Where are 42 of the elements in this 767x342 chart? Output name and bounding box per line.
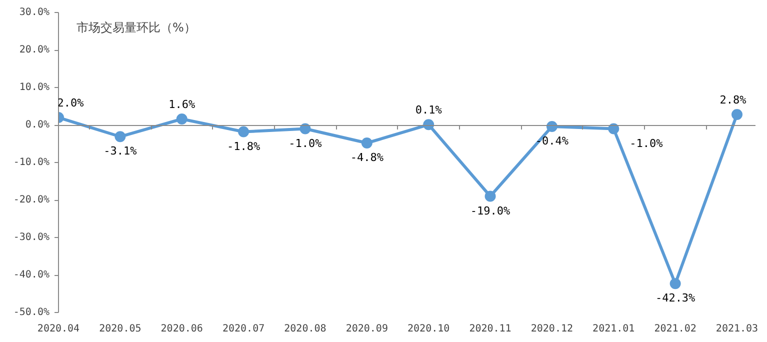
point <box>731 109 742 120</box>
point <box>238 126 250 138</box>
x-tick-label: 2020.09 <box>346 324 388 334</box>
y-tick-label: 30.0% <box>19 7 50 18</box>
point <box>114 131 126 142</box>
point <box>670 278 681 290</box>
data-label: -19.0% <box>470 204 511 218</box>
y-tick-label: 20.0% <box>19 44 50 56</box>
x-tick-label: 2020.05 <box>99 324 142 334</box>
point <box>300 123 311 134</box>
point <box>176 114 188 124</box>
y-tick-label: -20.0% <box>13 194 50 206</box>
x-tick-label: 2021.01 <box>592 324 635 334</box>
point <box>484 190 496 202</box>
x-tick-label: 2020.12 <box>530 324 574 334</box>
data-label: -3.1% <box>104 144 138 158</box>
y-tick-label: -30.0% <box>13 232 50 243</box>
point <box>361 138 372 148</box>
y-tick-label: 0.0% <box>25 120 50 130</box>
x-tick-label: 2021.03 <box>716 324 758 334</box>
point <box>608 123 620 134</box>
x-tick-label: 2020.07 <box>222 324 265 334</box>
data-label: -1.8% <box>226 140 260 153</box>
data-label: -4.8% <box>350 151 384 164</box>
y-tick-label: -40.0% <box>13 270 50 280</box>
data-label: -1.0% <box>630 136 664 150</box>
y-tick-label: -10.0% <box>13 157 50 168</box>
data-label: 2.0% <box>57 96 84 110</box>
x-tick-label: 2020.06 <box>160 324 203 334</box>
data-label: -42.3% <box>655 292 696 305</box>
data-label: -1.0% <box>288 136 322 150</box>
y-tick-label: 10.0% <box>19 82 50 93</box>
data-label: 2.8% <box>720 94 747 106</box>
data-label: 0.1% <box>415 104 442 117</box>
x-tick-label: 2021.02 <box>654 324 696 334</box>
x-tick-label: 2020.11 <box>469 324 512 334</box>
x-tick-label: 2020.08 <box>284 324 326 334</box>
data-label: 1.6% <box>168 98 196 111</box>
text: 市场交易量环比（%） <box>76 20 196 34</box>
x-tick-label: 2020.04 <box>37 324 80 334</box>
y-tick-label: -50.0% <box>13 307 50 318</box>
x-tick-label: 2020.10 <box>408 324 450 334</box>
